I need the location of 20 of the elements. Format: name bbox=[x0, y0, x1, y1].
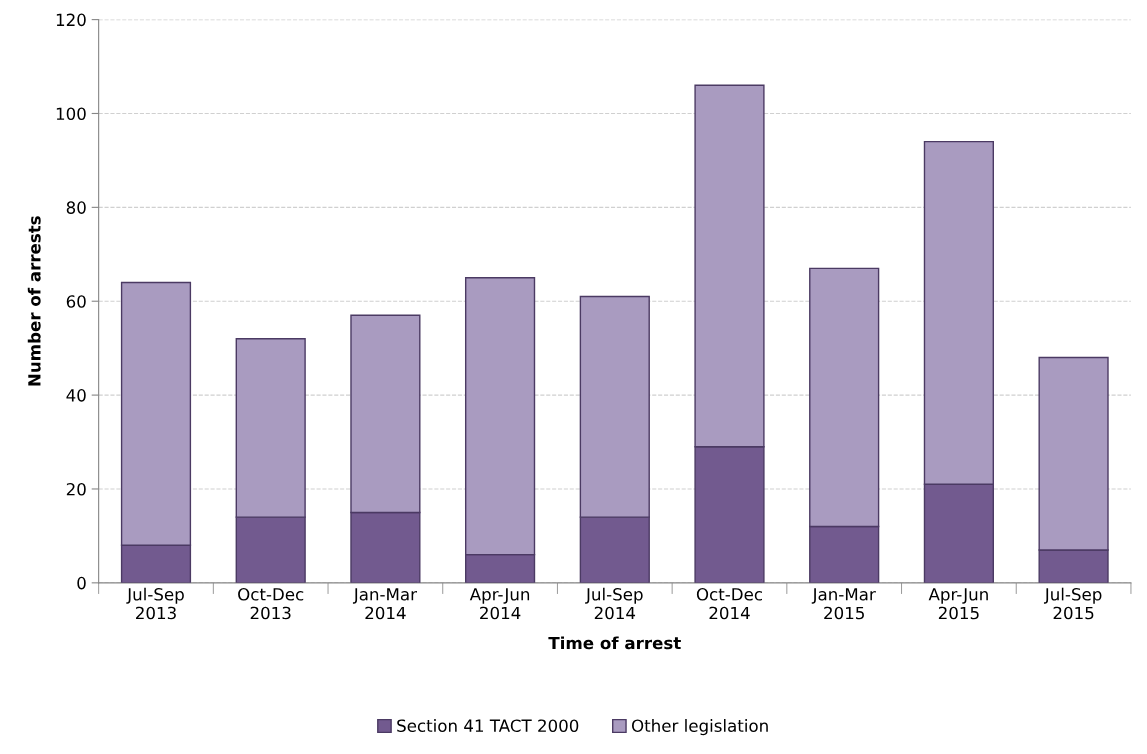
x-tick-label: Jul-Sep 2013 bbox=[126, 587, 184, 620]
x-tick-label: Oct-Dec 2013 bbox=[238, 588, 304, 620]
legend-label: Section 41 TACT 2000 bbox=[397, 719, 579, 732]
y-tick-label: 60 bbox=[66, 295, 86, 308]
y-tick-label: 80 bbox=[66, 201, 86, 214]
y-tick-label: 40 bbox=[66, 389, 86, 402]
x-tick-label: Jan-Mar 2015 bbox=[811, 588, 876, 620]
y-tick-label: 120 bbox=[56, 13, 86, 27]
y-axis-title: Number of arrests bbox=[27, 216, 41, 386]
x-tick-label: Jan-Mar 2014 bbox=[352, 588, 417, 620]
x-tick-label: Oct-Dec 2014 bbox=[696, 588, 762, 620]
x-tick-label: Jul-Sep 2015 bbox=[1043, 587, 1102, 620]
y-tick-label: 20 bbox=[66, 482, 86, 496]
legend-label: Other legislation bbox=[631, 719, 768, 736]
x-tick-label: Apr-Jun 2014 bbox=[469, 588, 530, 620]
x-axis-title: Time of arrest bbox=[548, 636, 681, 650]
y-tick-label: 0 bbox=[77, 576, 86, 590]
x-tick-label: Jul-Sep 2014 bbox=[585, 587, 643, 620]
y-tick-label: 100 bbox=[56, 107, 86, 121]
x-tick-label: Apr-Jun 2015 bbox=[928, 588, 988, 620]
